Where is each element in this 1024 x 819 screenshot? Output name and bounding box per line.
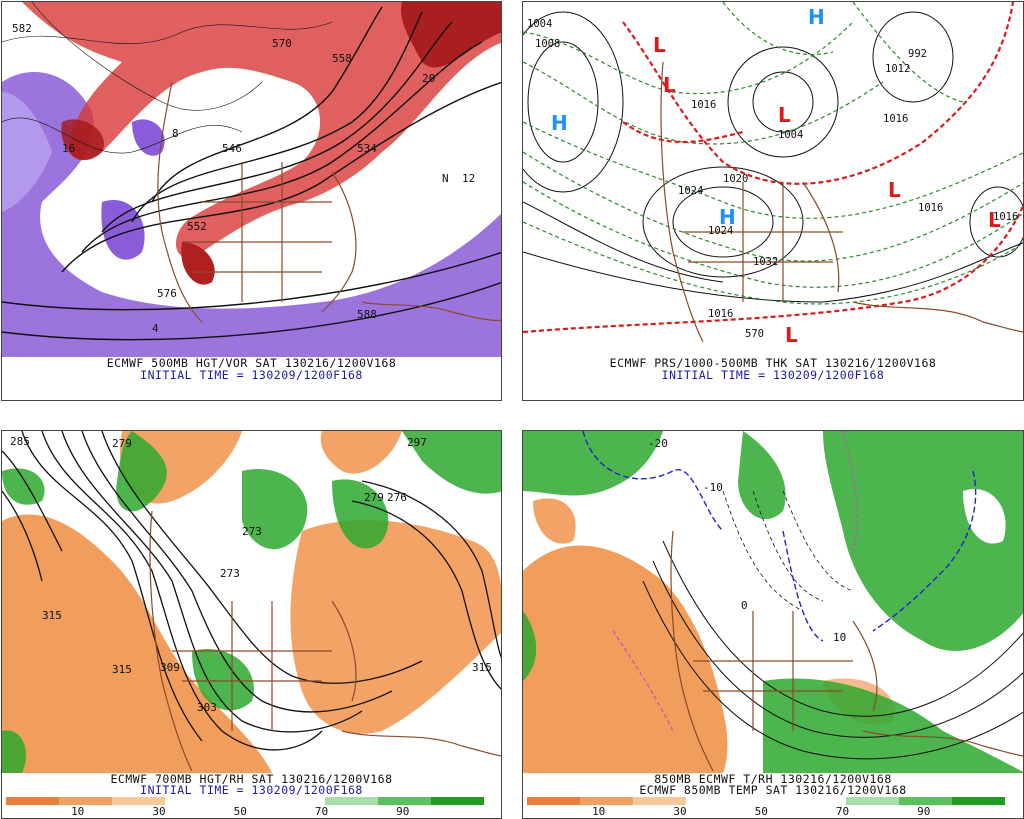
temp-label-neg10: -10 — [703, 481, 723, 494]
tick-50: 50 — [754, 805, 768, 818]
panel2-init-time: INITIAL TIME = 130209/1200F168 — [661, 368, 885, 382]
panel3-colorbar-ticks: 10 30 50 70 90 — [6, 805, 484, 818]
coastline-west — [157, 81, 203, 323]
isobar-1024a: 1024 — [678, 185, 703, 197]
tick-90: 90 — [917, 805, 931, 818]
isobar-1024b: 1024 — [708, 225, 733, 237]
contour-273a: 273 — [242, 525, 262, 538]
low-center-2: L — [663, 73, 676, 97]
contour-285: 285 — [10, 435, 30, 448]
label-n: N — [442, 172, 449, 185]
isobar-1032: 1032 — [753, 256, 778, 268]
temp-label-0: 0 — [741, 599, 748, 612]
label-576: 576 — [157, 287, 177, 300]
panel2-title: ECMWF PRS/1000-500MB THK SAT 130216/1200… — [609, 356, 937, 370]
label-558: 558 — [332, 52, 352, 65]
high-center-3: H — [808, 5, 825, 29]
tick-70: 70 — [835, 805, 850, 818]
coastline-east — [321, 171, 357, 313]
panel-700mb-rh: 315 315 309 303 285 279 273 273 315 279 … — [1, 430, 502, 819]
label-570: 570 — [272, 37, 292, 50]
contour-315c: 315 — [472, 661, 492, 674]
label-582: 582 — [12, 22, 32, 35]
panel4-subtitle: ECMWF 850MB TEMP SAT 130216/1200V168 — [639, 783, 907, 797]
isobar-1004: 1004 — [527, 18, 552, 30]
isobar-1004b: 1004 — [778, 129, 803, 141]
panel-500mb-vorticity: 552 576 4 8 12 16 20 N 588 582 570 534 5… — [1, 1, 502, 401]
rh-moist-area-850 — [523, 431, 663, 496]
contour-303: 303 — [197, 701, 217, 714]
contour-279b: 279 — [364, 491, 384, 504]
low-center-5: L — [988, 208, 1001, 232]
isobar-1016b: 1016 — [918, 202, 943, 214]
tick-30: 30 — [673, 805, 687, 818]
panel3-init-time: INITIAL TIME = 130209/1200F168 — [140, 783, 363, 797]
label-16: 16 — [62, 142, 75, 155]
tick-30: 30 — [152, 805, 166, 818]
label-546: 546 — [222, 142, 242, 155]
panel3-title: ECMWF 700MB HGT/RH SAT 130216/1200V168 — [110, 772, 393, 786]
panel4-colorbar-ticks: 10 30 50 70 90 — [527, 805, 1005, 818]
high-center-1: H — [551, 111, 568, 135]
tick-10: 10 — [71, 805, 85, 818]
low-center-6: L — [785, 323, 798, 347]
isobar-1016e: 1016 — [883, 113, 908, 125]
panel3-colorbar — [6, 797, 484, 805]
isobar-1012: 1012 — [885, 63, 910, 75]
low-center-1: L — [653, 33, 666, 57]
low-center-3: L — [778, 103, 791, 127]
label-552: 552 — [187, 220, 207, 233]
label-12: 12 — [462, 172, 475, 185]
isobar-1016c: 1016 — [993, 211, 1018, 223]
map-700mb: 315 315 309 303 285 279 273 273 315 279 … — [2, 431, 501, 773]
contour-279: 279 — [112, 437, 132, 450]
contour-309: 309 — [160, 661, 180, 674]
panel4-colorbar — [527, 797, 1005, 805]
low-center-4: L — [888, 178, 901, 202]
isobar-992: 992 — [908, 48, 927, 60]
contour-315a: 315 — [42, 609, 62, 622]
isobar-1008: 1008 — [535, 38, 560, 50]
vorticity-red-area — [22, 2, 501, 258]
map-500mb: 552 576 4 8 12 16 20 N 588 582 570 534 5… — [2, 2, 501, 357]
contour-276: 276 — [387, 491, 407, 504]
tick-10: 10 — [592, 805, 606, 818]
panel1-title: ECMWF 500MB HGT/VOR SAT 130216/1200V168 — [106, 356, 397, 370]
map-850mb: -20 -10 0 10 — [523, 431, 1023, 773]
panel-pressure-thickness: L L L L L L H H H 1004 1008 1016 1024 10… — [522, 1, 1024, 401]
temp-label-10: 10 — [833, 631, 846, 644]
contour-273b: 273 — [220, 567, 240, 580]
vorticity-purple-area — [2, 72, 501, 357]
isobar-1016a: 1016 — [691, 99, 716, 111]
vorticity-purple-light — [2, 92, 52, 212]
panel4-title: 850MB ECMWF T/RH 130216/1200V168 — [654, 772, 892, 786]
label-8: 8 — [172, 127, 179, 140]
temp-label-neg20: -20 — [648, 437, 668, 450]
isobar-1020: 1020 — [723, 173, 748, 185]
tick-90: 90 — [396, 805, 410, 818]
label-20: 20 — [422, 72, 435, 85]
label-534: 534 — [357, 142, 377, 155]
thickness-570: 570 — [745, 328, 764, 340]
tick-50: 50 — [233, 805, 247, 818]
tick-70: 70 — [314, 805, 329, 818]
high-center-2: H — [719, 205, 736, 229]
rh-moist-area-1 — [116, 431, 167, 512]
map-pressure: L L L L L L H H H 1004 1008 1016 1024 10… — [523, 2, 1023, 357]
panel-850mb-temp-rh: -20 -10 0 10 850MB ECMWF T/RH 130216/120… — [522, 430, 1024, 819]
isobar-1016d: 1016 — [708, 308, 733, 320]
contour-315b: 315 — [112, 663, 132, 676]
label-588: 588 — [357, 308, 377, 321]
rh-dry-area-850 — [523, 545, 728, 773]
rh-dry-area-west — [2, 514, 272, 773]
label-4: 4 — [152, 322, 159, 335]
contour-297: 297 — [407, 436, 427, 449]
panel1-init-time: INITIAL TIME = 130209/1200F168 — [140, 368, 363, 382]
